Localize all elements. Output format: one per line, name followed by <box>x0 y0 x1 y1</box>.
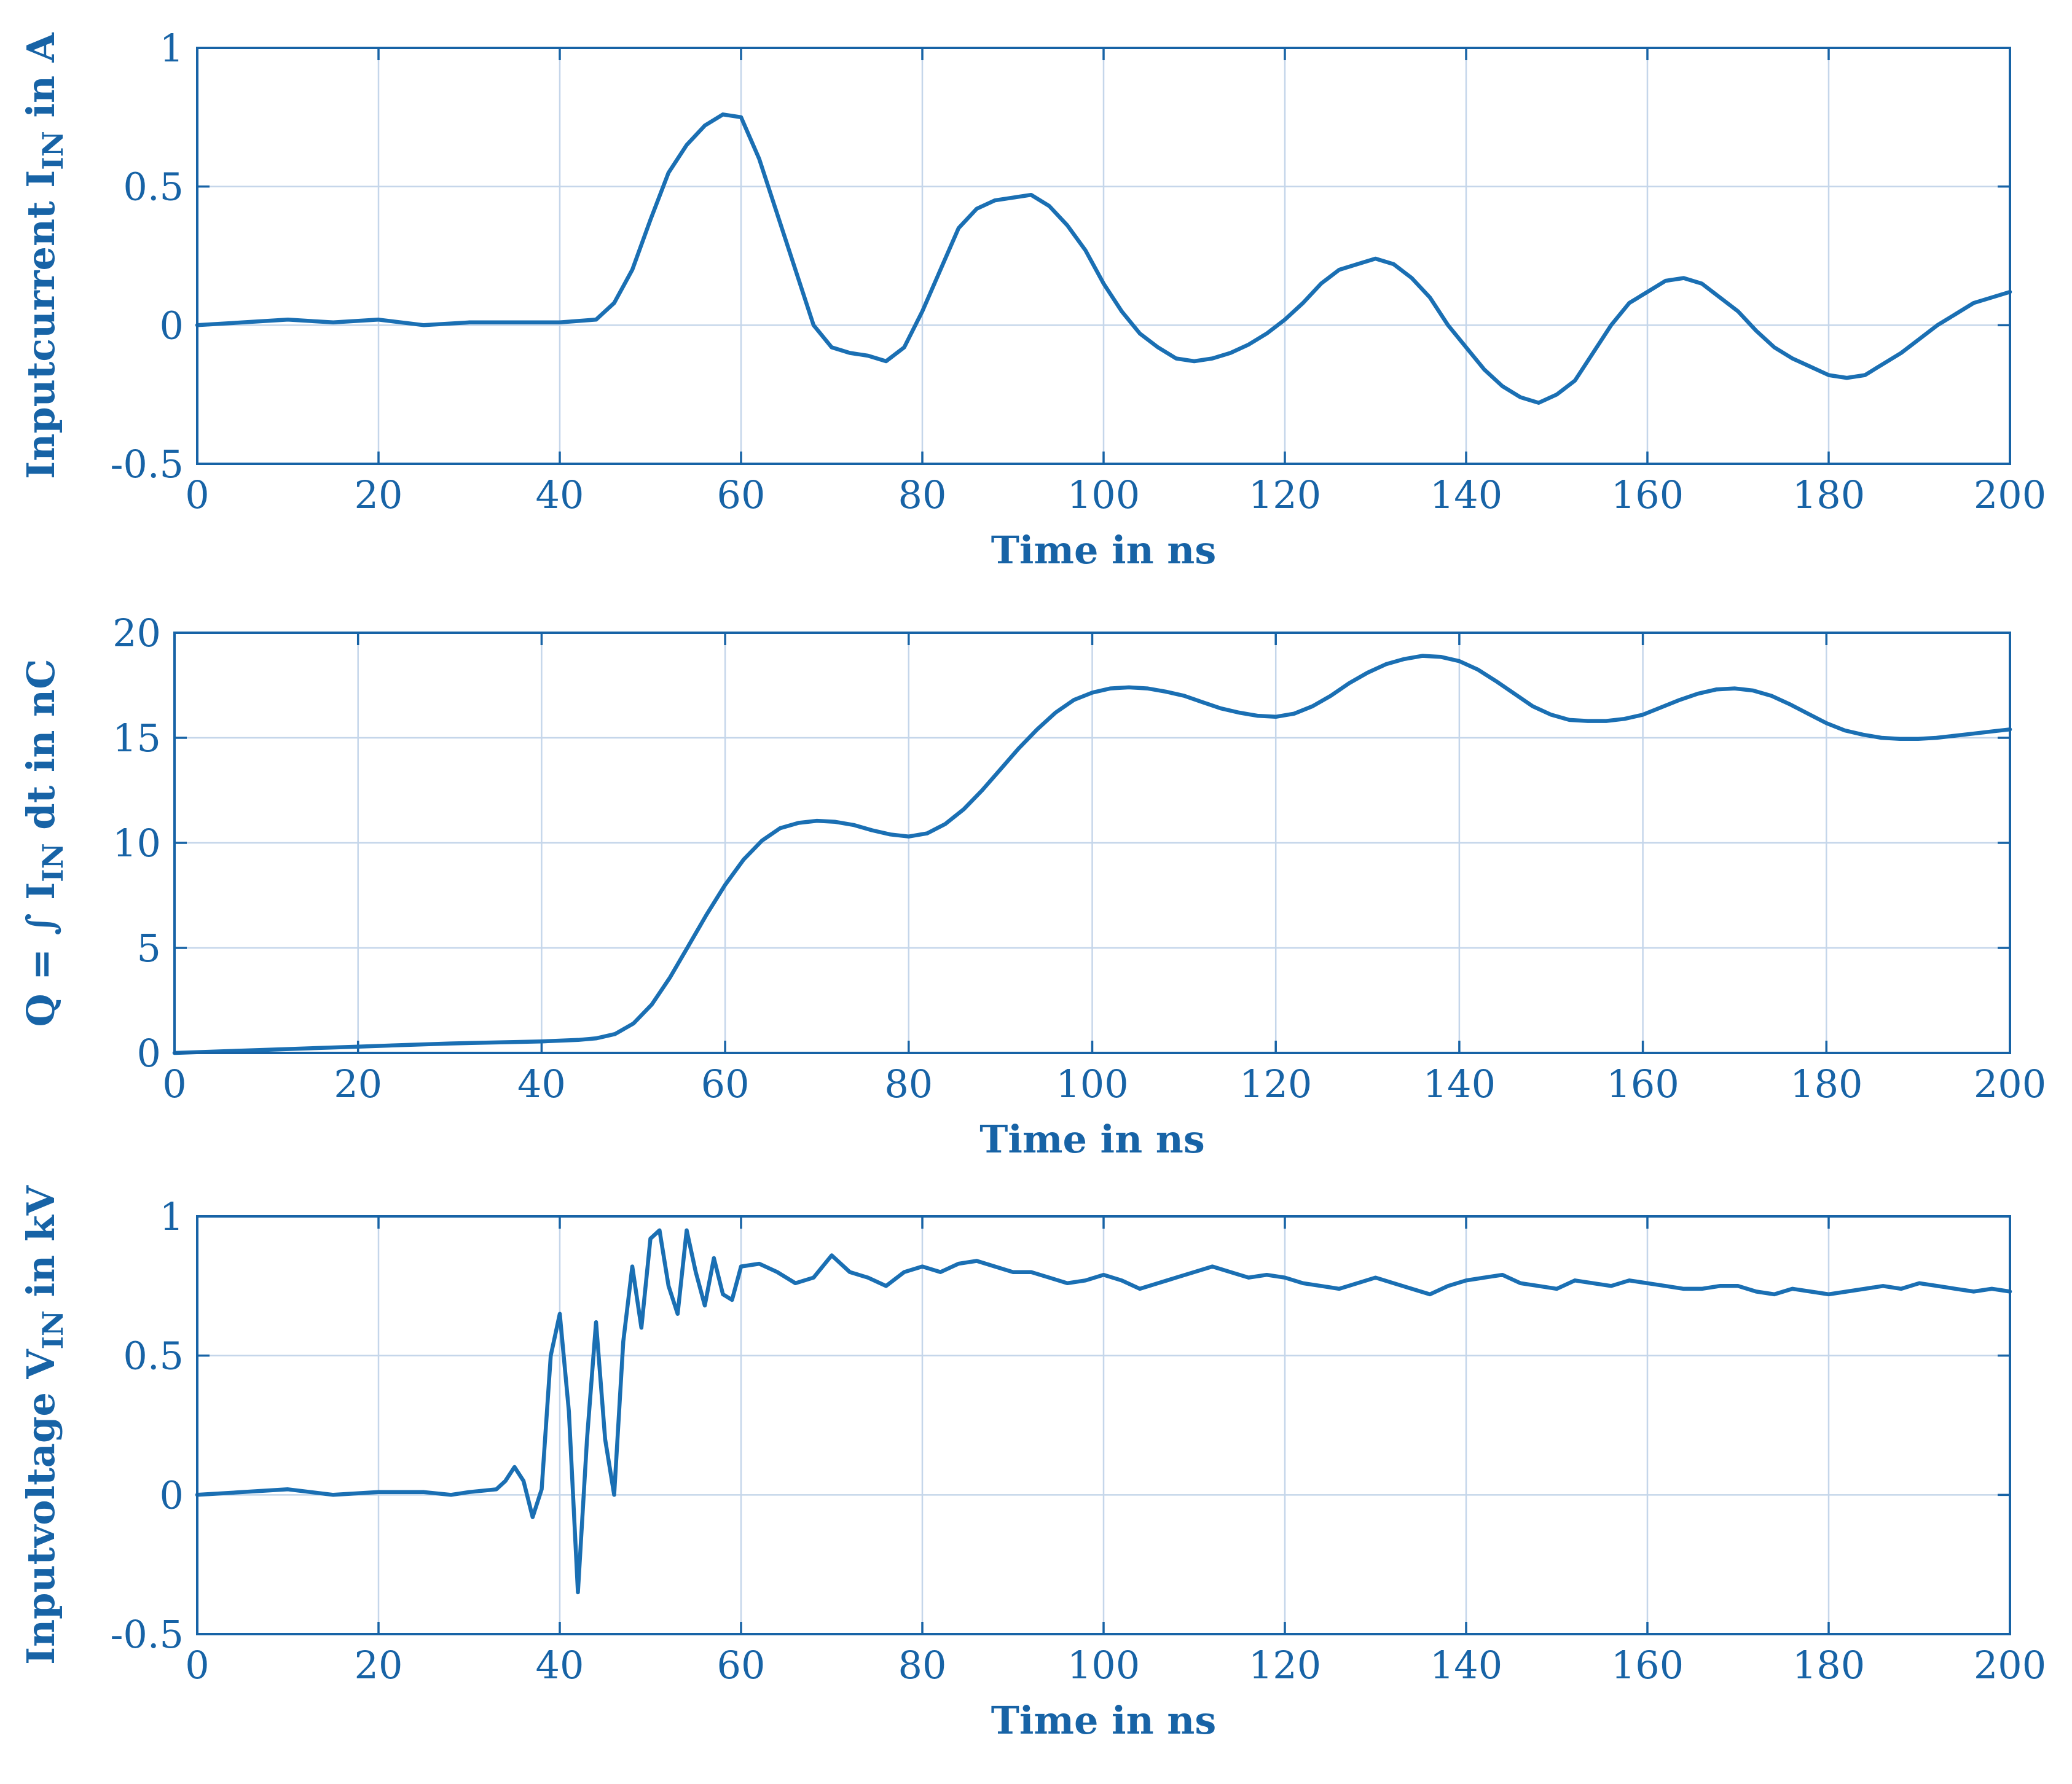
x-tick-label: 100 <box>1056 1062 1128 1106</box>
x-axis-label: Time in ns <box>991 528 1217 573</box>
x-tick-label: 200 <box>1974 1062 2046 1106</box>
x-tick-label: 120 <box>1249 1643 1321 1688</box>
y-tick-label: 10 <box>112 821 161 866</box>
x-tick-label: 40 <box>536 472 584 517</box>
x-tick-label: 60 <box>717 1643 766 1688</box>
y-tick-label: -0.5 <box>110 442 184 487</box>
y-tick-label: 0 <box>137 1031 161 1076</box>
grid <box>197 1216 2010 1634</box>
y-axis-label-suffix: in kV <box>18 1185 63 1310</box>
x-tick-label: 60 <box>701 1062 750 1106</box>
panel-inputvoltage: 0 20 40 60 80 100 120 140 160 180 200-0.500.51 Tim… <box>18 1185 2046 1743</box>
x-tick-label: 0 <box>185 1643 209 1688</box>
x-tick-label: 20 <box>355 472 403 517</box>
x-tick-label: 120 <box>1249 472 1321 517</box>
y-tick-label: 0 <box>160 303 184 348</box>
x-tick-label: 40 <box>517 1062 566 1106</box>
y-axis-label-main: Q = ∫ I <box>18 882 63 1027</box>
x-tick-label: 200 <box>1974 472 2046 517</box>
x-tick-label: 160 <box>1611 472 1684 517</box>
x-tick-label: 0 <box>185 472 209 517</box>
x-tick-label: 200 <box>1974 1643 2046 1688</box>
x-tick-label: 140 <box>1423 1062 1496 1106</box>
x-tick-label: 20 <box>355 1643 403 1688</box>
y-tick-label: -0.5 <box>110 1612 184 1657</box>
y-axis-label-suffix: in A <box>18 32 63 131</box>
panel-inputcurrent: 0 20 40 60 80 100 120 140 160 180 200-0.500.51 Tim… <box>18 26 2046 573</box>
series-line <box>195 112 2012 405</box>
y-axis-label-sub: IN <box>36 131 69 170</box>
axes-frame <box>173 632 2011 1054</box>
grid <box>175 633 2010 1053</box>
x-tick-label: 80 <box>884 1062 933 1106</box>
y-axis-label-suffix: dt in nC <box>18 659 63 843</box>
y-axis-label-sub: IN <box>36 1310 69 1350</box>
x-tick-label: 100 <box>1067 1643 1140 1688</box>
x-tick-label: 80 <box>898 472 947 517</box>
y-tick-label: 0.5 <box>123 165 184 209</box>
x-tick-label: 0 <box>162 1062 186 1106</box>
ticks: 0 20 40 60 80 100 120 140 160 180 200-0.500.51 <box>110 1194 2046 1688</box>
y-axis-label: Inputcurrent IIN in A <box>18 32 69 479</box>
x-tick-label: 160 <box>1606 1062 1679 1106</box>
x-tick-label: 100 <box>1067 472 1140 517</box>
y-axis-label-main: Inputcurrent I <box>18 170 63 479</box>
y-tick-label: 5 <box>137 926 161 971</box>
y-tick-label: 20 <box>112 611 161 655</box>
x-tick-label: 40 <box>536 1643 584 1688</box>
x-tick-label: 180 <box>1792 1643 1865 1688</box>
axes-frame <box>196 1215 2011 1635</box>
series-line <box>172 654 2012 1055</box>
x-axis-label: Time in ns <box>979 1117 1205 1162</box>
y-tick-label: 1 <box>160 26 184 71</box>
x-tick-label: 80 <box>898 1643 947 1688</box>
x-tick-label: 180 <box>1790 1062 1862 1106</box>
y-tick-label: 0.5 <box>123 1334 184 1379</box>
x-tick-label: 120 <box>1239 1062 1312 1106</box>
y-axis-label: Inputvoltage VIN in kV <box>18 1185 69 1665</box>
x-tick-label: 20 <box>334 1062 382 1106</box>
y-tick-label: 1 <box>160 1194 184 1239</box>
panel-charge: 0 20 40 60 80 100 120 140 160 180 200 0 5 10 15 20 Time… <box>18 611 2046 1162</box>
y-tick-label: 15 <box>112 716 161 761</box>
series-line <box>195 1228 2012 1595</box>
x-axis-label: Time in ns <box>991 1698 1217 1743</box>
x-tick-label: 60 <box>717 472 766 517</box>
y-axis-label-main: Inputvoltage V <box>18 1349 63 1665</box>
y-axis-label: Q = ∫ IIN dt in nC <box>18 659 69 1027</box>
ticks: 0 20 40 60 80 100 120 140 160 180 200-0.500.51 <box>110 26 2046 517</box>
x-tick-label: 140 <box>1430 472 1502 517</box>
x-tick-label: 140 <box>1430 1643 1502 1688</box>
grid <box>197 48 2010 464</box>
y-tick-label: 0 <box>160 1473 184 1517</box>
axes-frame <box>196 47 2011 465</box>
ticks: 0 20 40 60 80 100 120 140 160 180 200 0 5 10 15 20 <box>112 611 2046 1106</box>
x-tick-label: 160 <box>1611 1643 1684 1688</box>
x-tick-label: 180 <box>1792 472 1865 517</box>
y-axis-label-sub: IN <box>36 843 69 882</box>
